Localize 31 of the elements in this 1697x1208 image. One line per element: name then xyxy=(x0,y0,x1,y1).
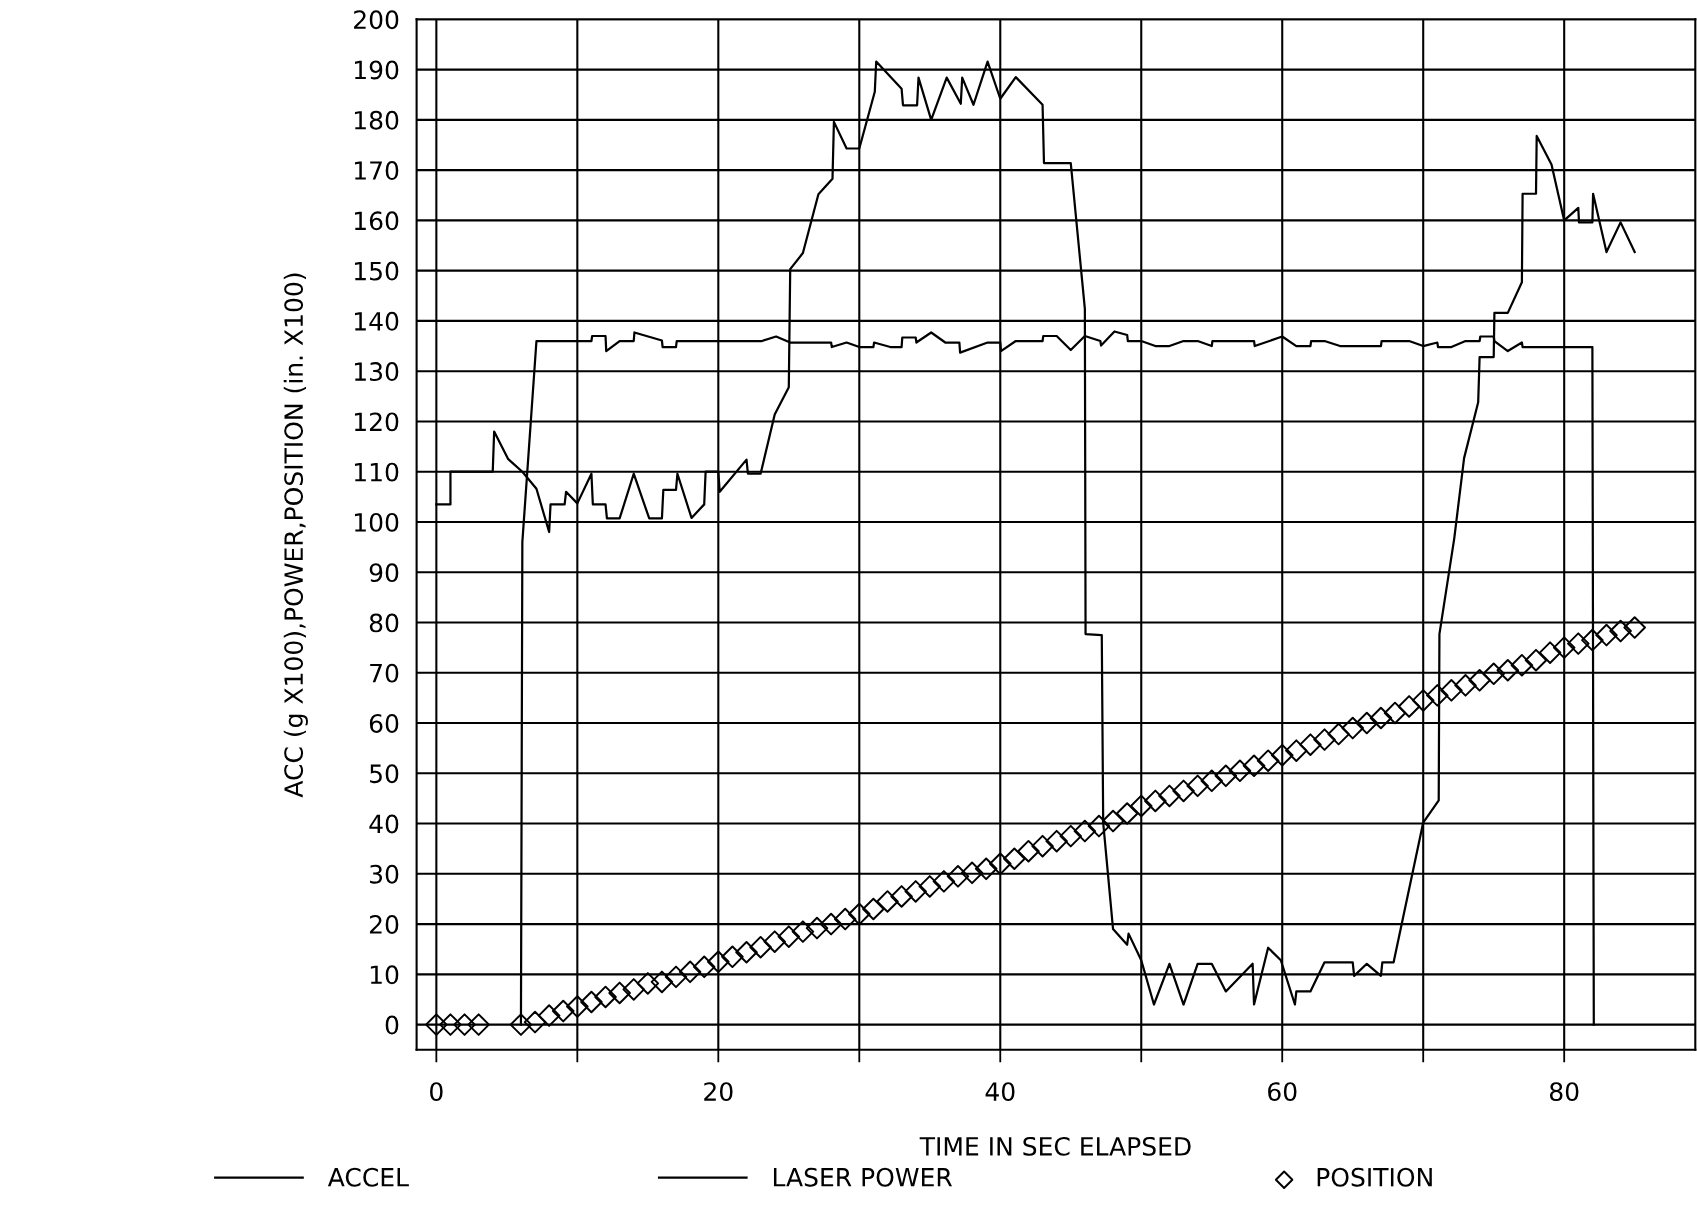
x-tick-label: 80 xyxy=(1549,1082,1579,1102)
x-tick-label: 40 xyxy=(985,1082,1015,1102)
y-tick-label: 90 xyxy=(369,563,399,583)
y-tick-label: 160 xyxy=(354,211,399,231)
y-tick-label: 130 xyxy=(354,362,399,382)
y-tick-label: 20 xyxy=(369,915,399,934)
legend-label: POSITION xyxy=(1317,1167,1432,1187)
y-tick-label: 180 xyxy=(354,110,399,130)
y-tick-label: 140 xyxy=(354,311,399,331)
y-tick-label: 170 xyxy=(354,161,399,180)
x-tick-label: 20 xyxy=(704,1082,733,1102)
y-tick-label: 40 xyxy=(369,814,399,834)
y-tick-label: 80 xyxy=(369,613,399,633)
legend-label: ACCEL xyxy=(327,1167,409,1187)
y-tick-label: 10 xyxy=(370,965,399,985)
y-tick-label: 200 xyxy=(354,10,399,30)
y-tick-label: 60 xyxy=(369,713,399,733)
legend-label: LASER POWER xyxy=(773,1167,953,1187)
y-tick-label: 70 xyxy=(370,663,399,683)
y-tick-label: 110 xyxy=(354,462,399,482)
y-tick-label: 50 xyxy=(370,764,399,784)
y-tick-label: 150 xyxy=(354,261,399,281)
x-tick-label: 60 xyxy=(1268,1082,1297,1102)
x-axis-title: TIME IN SEC ELAPSED xyxy=(919,1136,1191,1156)
y-tick-label: 30 xyxy=(370,864,399,884)
y-tick-label: 100 xyxy=(354,512,399,532)
y-axis-title: ACC (g X100),POWER,POSITION (in. X100) xyxy=(283,273,308,798)
y-tick-label: 0 xyxy=(385,1015,399,1035)
y-tick-label: 190 xyxy=(354,60,399,80)
x-tick-label: 0 xyxy=(430,1082,443,1102)
y-tick-label: 120 xyxy=(354,412,399,432)
